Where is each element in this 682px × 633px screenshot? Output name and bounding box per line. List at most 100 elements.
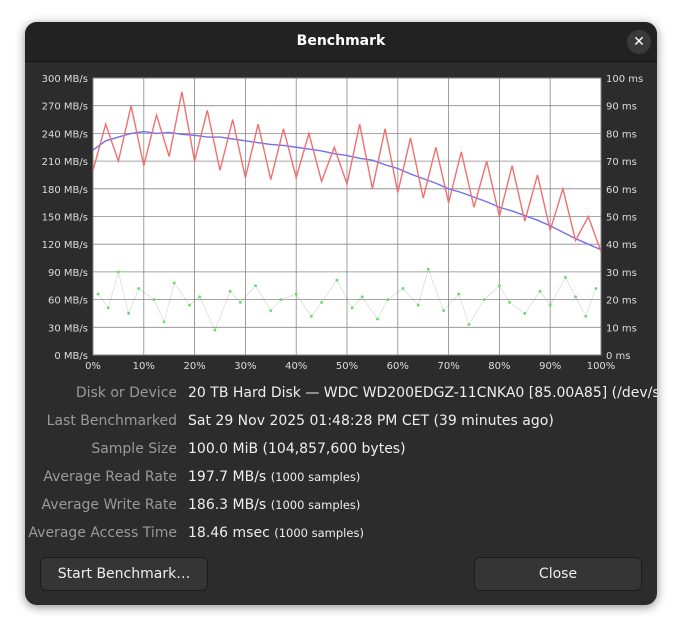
y-right-tick-label: 90 ms [606, 102, 637, 113]
access-time-point [254, 284, 257, 288]
y-left-tick-label: 180 MB/s [42, 185, 88, 196]
y-left-tick-label: 0 MB/s [54, 351, 88, 362]
x-tick-label: 70% [437, 361, 459, 372]
x-tick-label: 80% [488, 361, 510, 372]
access-time-seek-line [417, 269, 429, 306]
access-time-seek-line [229, 291, 241, 303]
access-time-seek-line [427, 269, 444, 311]
info-row: Average Write Rate 186.3 MB/s (1000 sampl… [25, 497, 657, 517]
x-tick-label: 40% [285, 361, 307, 372]
access-time-point [416, 303, 420, 307]
x-tick-label: 0% [85, 361, 101, 372]
info-value: 18.46 msec (1000 samples) [188, 525, 364, 541]
access-time-seek-line [483, 285, 500, 300]
info-value-text: 20 TB Hard Disk — WDC WD200EDGZ-11CNKA0 … [188, 385, 657, 401]
access-time-point [594, 287, 598, 290]
y-right-tick-label: 80 ms [606, 129, 637, 140]
access-time-point [335, 278, 339, 282]
access-time-point [188, 303, 191, 307]
x-tick-label: 20% [183, 361, 205, 372]
access-time-seek-line [97, 293, 109, 309]
access-time-point [498, 284, 501, 288]
x-tick-label: 60% [387, 361, 409, 372]
access-time-point [467, 323, 471, 326]
access-time-point [360, 295, 364, 299]
access-time-seek-line [509, 302, 525, 314]
access-time-point [442, 309, 445, 313]
y-left-tick-label: 210 MB/s [42, 157, 88, 168]
access-time-seek-line [199, 296, 216, 331]
access-time-seek-line [361, 296, 378, 320]
access-time-point [376, 317, 379, 321]
close-icon[interactable]: ✕ [627, 30, 651, 54]
access-time-seek-line [295, 293, 312, 317]
access-time-seek-line [107, 271, 119, 308]
x-tick-label: 10% [133, 361, 155, 372]
access-time-point [508, 300, 511, 304]
y-right-tick-label: 20 ms [606, 296, 637, 307]
y-right-tick-label: 100 ms [606, 74, 643, 85]
access-time-seek-line [575, 296, 587, 317]
y-left-tick-label: 300 MB/s [42, 74, 88, 85]
access-time-seek-line [468, 299, 485, 325]
info-value: 186.3 MB/s (1000 samples) [188, 497, 360, 513]
access-time-seek-line [118, 271, 129, 314]
info-value-text: 197.7 MB/s [188, 469, 267, 485]
read-rate-line [92, 130, 602, 251]
y-left-tick-label: 120 MB/s [42, 240, 88, 251]
start-benchmark-button[interactable]: Start Benchmark… [40, 557, 208, 591]
access-time-seek-line [387, 288, 404, 300]
access-time-seek-line [565, 277, 576, 297]
access-time-point [401, 287, 405, 290]
access-time-point [96, 292, 100, 296]
info-value-text: 100.0 MiB (104,857,600 bytes) [188, 441, 406, 457]
info-label: Last Benchmarked [46, 413, 177, 429]
access-time-seek-line [255, 285, 272, 311]
info-value-text: Sat 29 Nov 2025 01:48:28 PM CET (39 minu… [188, 413, 554, 429]
access-time-point [162, 320, 166, 324]
access-time-seek-line [524, 291, 541, 314]
access-time-point [548, 303, 552, 307]
access-time-point [386, 298, 390, 301]
access-time-point [127, 312, 130, 315]
access-time-seek-line [270, 299, 282, 311]
access-time-seek-line [443, 293, 459, 311]
benchmark-dialog: Benchmark ✕ 0% 10% 20% 30% 40% 50% 60% 70% 80% 90… [25, 22, 657, 605]
access-time-point [538, 289, 542, 293]
access-time-seek-line [174, 282, 190, 306]
benchmark-chart: 0% 10% 20% 30% 40% 50% 60% 70% 80% 90% 100% 0 MB/s 0… [42, 74, 644, 372]
access-time-seek-line [377, 299, 388, 320]
access-time-seek-line [549, 277, 566, 306]
access-time-point [269, 309, 273, 313]
info-note: (1000 samples) [274, 526, 364, 540]
close-button[interactable]: Close [474, 557, 642, 591]
y-left-tick-label: 60 MB/s [48, 296, 88, 307]
info-value: 100.0 MiB (104,857,600 bytes) [188, 441, 406, 457]
access-time-seek-line [214, 291, 231, 331]
info-label: Sample Size [91, 441, 177, 457]
access-time-seek-line [458, 293, 470, 325]
access-time-point [564, 276, 567, 279]
x-tick-label: 50% [336, 361, 358, 372]
write-rate-line [92, 91, 602, 252]
y-right-tick-label: 30 ms [606, 268, 637, 279]
access-time-point [106, 306, 110, 310]
access-time-point [228, 289, 232, 293]
y-left-tick-label: 240 MB/s [42, 129, 88, 140]
info-label: Average Write Rate [41, 497, 177, 513]
y-right-tick-label: 0 ms [606, 351, 631, 362]
access-time-point [117, 270, 120, 274]
access-time-point [310, 314, 313, 318]
access-time-seek-line [311, 302, 322, 317]
access-time-point [574, 295, 577, 299]
access-time-point [457, 292, 461, 296]
y-left-tick-label: 150 MB/s [42, 213, 88, 224]
info-note: (1000 samples) [270, 498, 361, 512]
access-time-seek-line [351, 296, 363, 309]
info-value: 197.7 MB/s (1000 samples) [188, 469, 360, 485]
access-time-seek-line [336, 280, 353, 309]
y-right-tick-label: 70 ms [606, 157, 637, 168]
info-row: Average Access Time 18.46 msec (1000 samp… [25, 525, 657, 545]
access-time-point [320, 300, 323, 304]
access-time-point [213, 328, 217, 332]
